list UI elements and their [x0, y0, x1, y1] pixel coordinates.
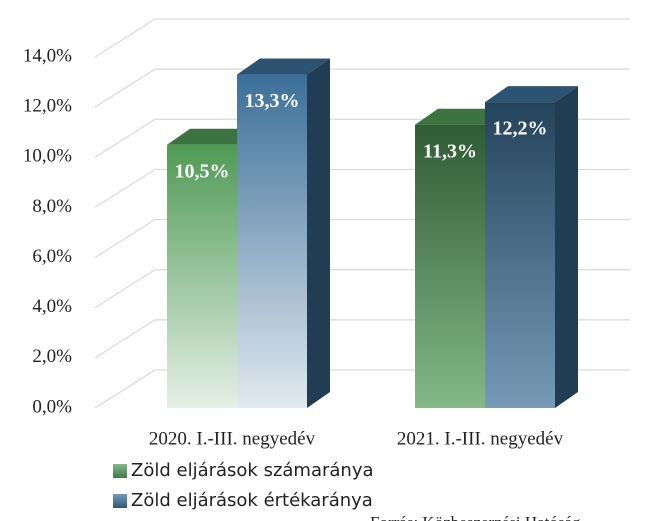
y-tick-label: 2,0%	[32, 346, 72, 367]
value-label: 12,2%	[493, 118, 548, 140]
bar-top	[237, 58, 330, 75]
bar-top	[167, 128, 260, 145]
y-tick-label: 14,0%	[23, 45, 72, 66]
y-tick-label: 0,0%	[32, 396, 72, 417]
x-tick-label: 2021. I.-III. negyedév	[397, 428, 564, 449]
grid-line	[94, 68, 630, 108]
bar-top	[485, 86, 578, 103]
y-tick-label: 8,0%	[32, 196, 72, 217]
legend-swatch	[113, 464, 127, 478]
y-tick-label: 4,0%	[32, 296, 72, 317]
bar	[485, 102, 555, 408]
value-label: 13,3%	[245, 90, 300, 112]
bar-side	[307, 58, 330, 409]
legend-label: Zöld eljárások értékaránya	[131, 490, 373, 511]
bar	[237, 74, 307, 409]
value-label: 11,3%	[423, 140, 477, 162]
legend-swatch	[113, 494, 127, 508]
bar-side	[555, 86, 578, 408]
y-tick-label: 12,0%	[23, 96, 72, 117]
y-tick-label: 6,0%	[32, 246, 72, 267]
bar	[167, 144, 237, 408]
y-tick-label: 10,0%	[23, 146, 72, 167]
value-label: 10,5%	[175, 160, 230, 182]
x-tick-label: 2020. I.-III. negyedév	[149, 428, 316, 449]
legend-label: Zöld eljárások számaránya	[131, 460, 374, 481]
bar-top	[415, 108, 508, 125]
grid-line	[94, 18, 630, 58]
source: Forrás: Közbeszerzési Hatóság	[370, 513, 581, 521]
bar	[415, 124, 485, 408]
